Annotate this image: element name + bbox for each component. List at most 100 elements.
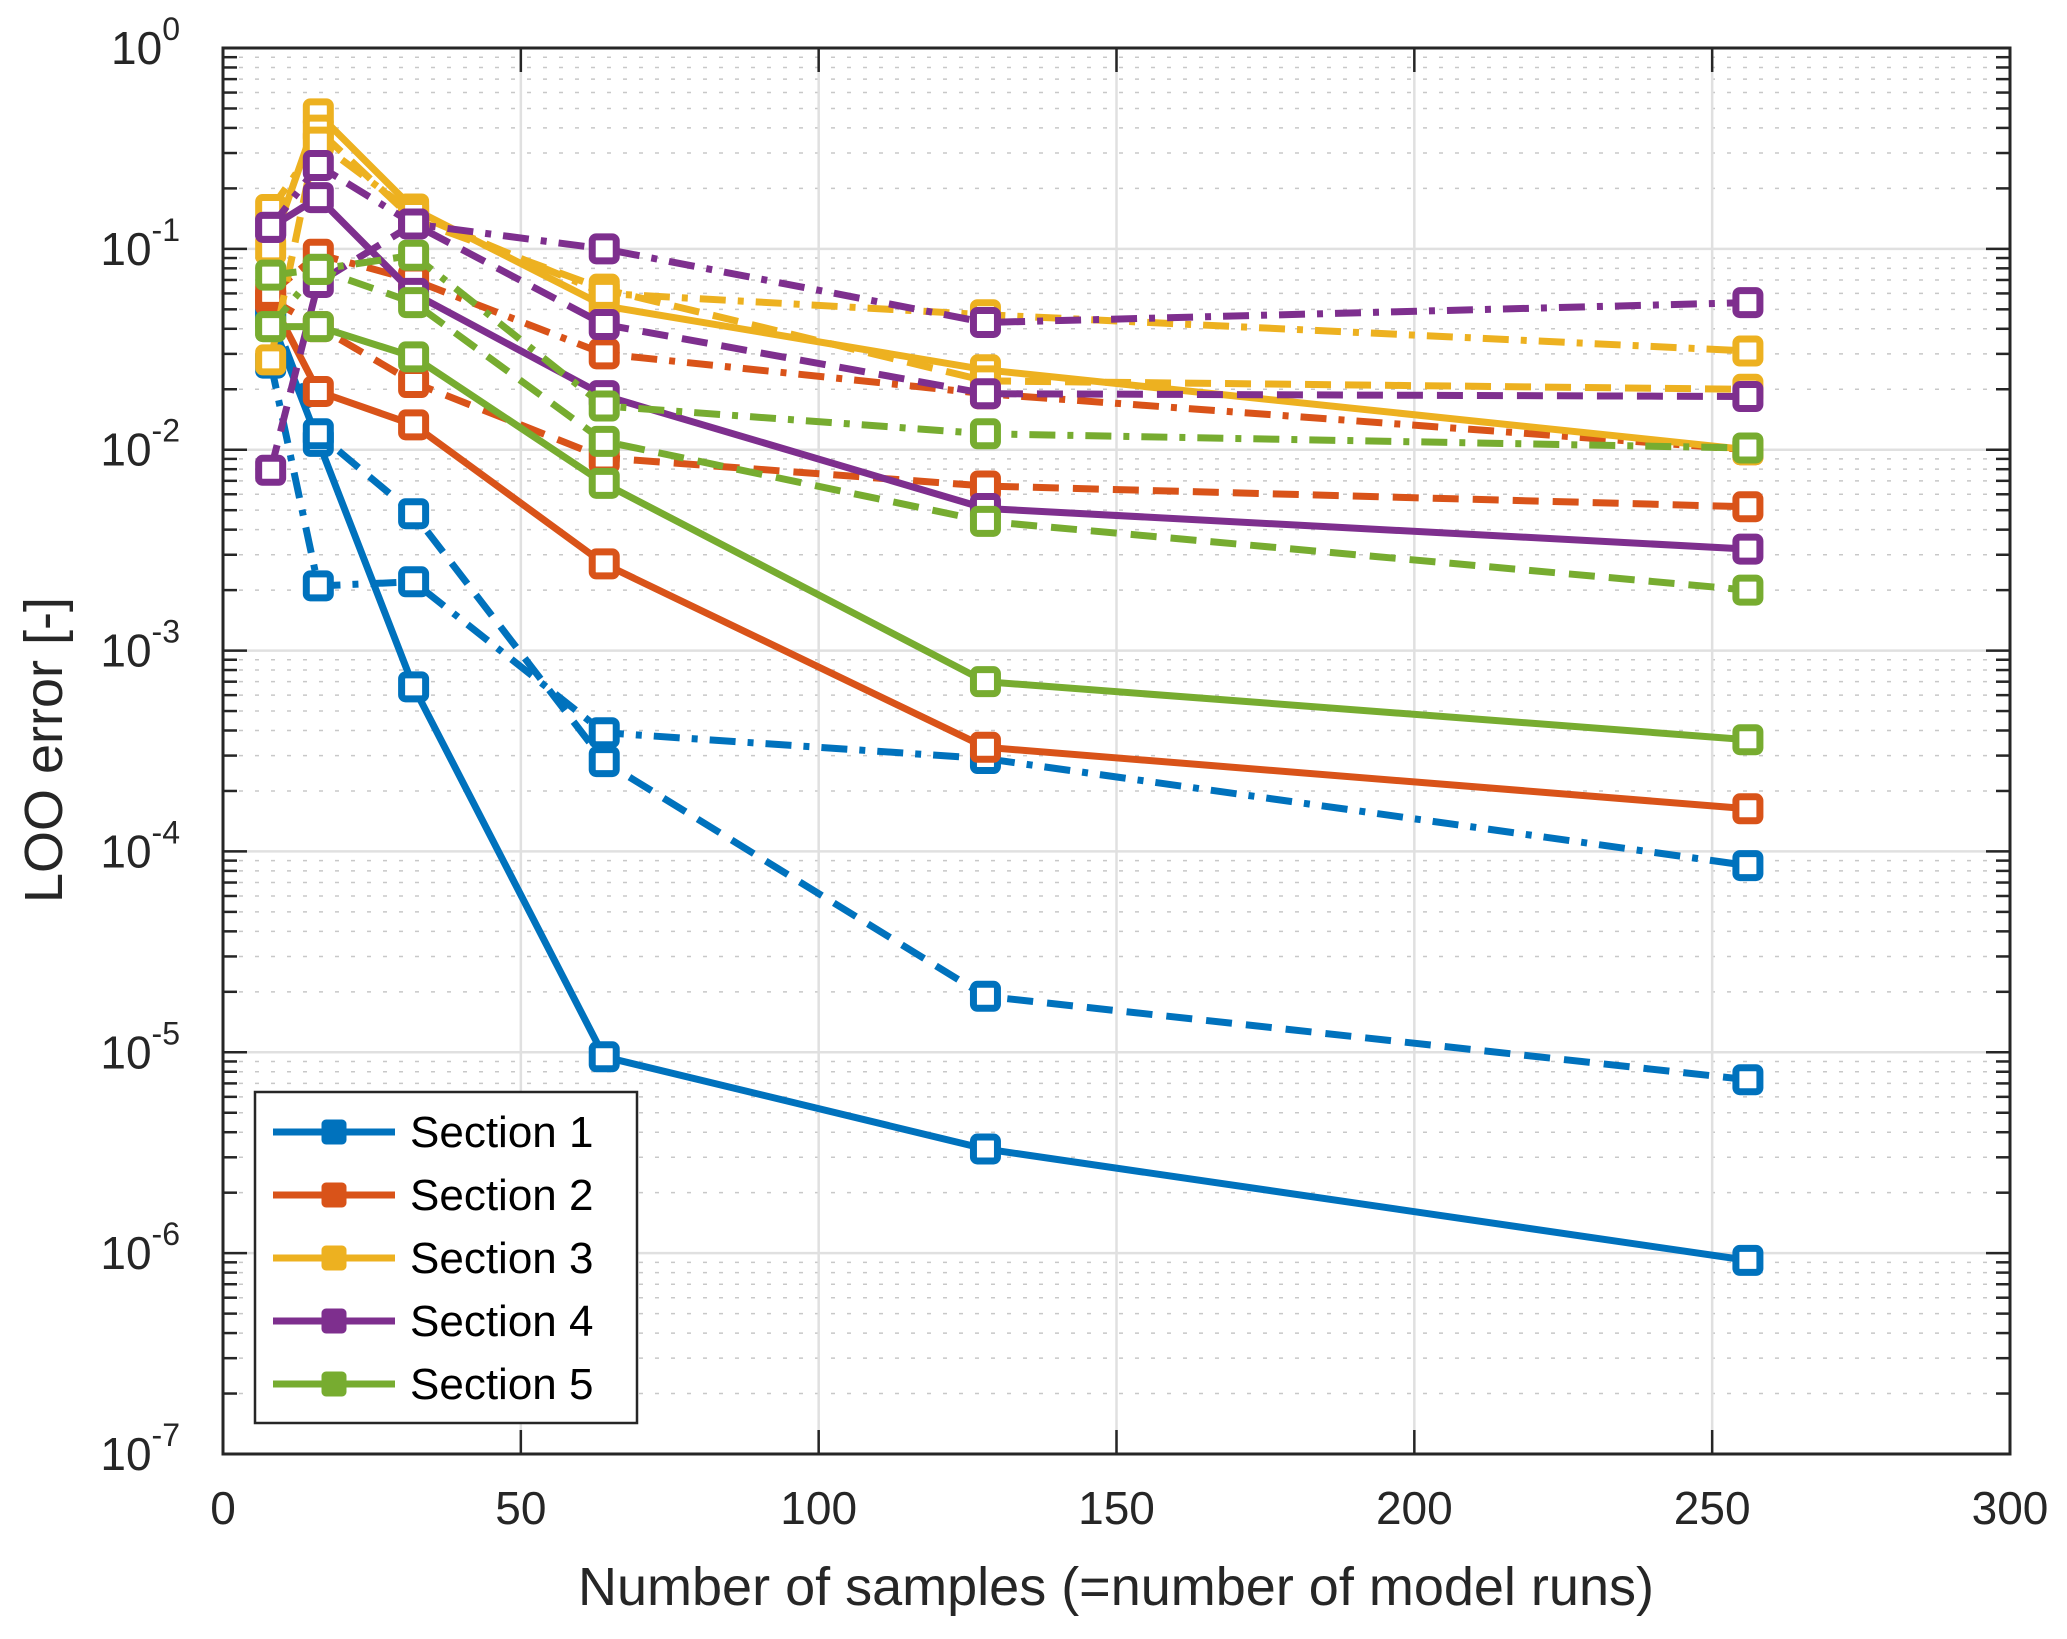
x-tick-label: 0 [210,1482,236,1534]
data-point-marker [969,306,1001,338]
data-point-marker [398,566,430,598]
series-line [267,110,1749,454]
legend-label: Section 4 [410,1297,593,1346]
data-point-marker [398,409,430,441]
series-layer [255,98,1764,1276]
data-point-marker [969,1133,1001,1165]
data-point-marker [1732,1064,1764,1096]
data-point-marker [302,182,334,214]
data-point-marker [1732,432,1764,464]
data-point-marker [588,309,620,341]
data-point-marker [255,259,287,291]
data-point-marker [1732,287,1764,319]
y-tick-labels: 100 10-1 10-2 10-3 10-4 10-5 10-6 10-7 [100,11,180,1480]
x-tick-label: 50 [495,1482,546,1534]
series-line [268,251,1748,452]
x-tick-label: 300 [1972,1482,2049,1534]
legend-label: Section 2 [410,1171,593,1220]
data-point-marker [302,311,334,343]
y-tick-label: 10-4 [100,814,180,877]
data-point-marker [398,671,430,703]
data-point-marker [398,498,430,530]
x-axis-title: Number of samples (=number of model runs… [578,1557,1654,1617]
data-point-marker [302,570,334,602]
x-tick-label: 250 [1674,1482,1751,1534]
data-point-marker [398,208,430,240]
x-tick-label: 200 [1376,1482,1453,1534]
y-tick-label: 10-3 [100,614,180,677]
data-point-marker [255,311,287,343]
legend-item: Section 3 [273,1234,593,1283]
data-point-marker [302,253,334,285]
axes [221,46,2012,1456]
data-point-marker [588,425,620,457]
legend-marker-swatch [321,1119,347,1145]
x-tick-labels: 0 50 100 150 200 250 300 [210,1482,2048,1534]
data-point-marker [1732,533,1764,565]
data-point-marker [588,233,620,265]
series-section-5-dashdot [255,239,1764,464]
series-line [268,296,1748,511]
data-point-marker [588,548,620,580]
legend-marker-swatch [321,1308,347,1334]
legend-label: Section 3 [410,1234,593,1283]
series-line [267,362,1749,870]
data-point-marker [969,980,1001,1012]
x-tick-label: 100 [780,1482,857,1534]
data-point-marker [969,378,1001,410]
data-point-marker [969,666,1001,698]
series-section-4-dashdot [255,150,1764,338]
data-point-marker [588,746,620,778]
data-point-marker [398,287,430,319]
data-point-marker [969,418,1001,450]
legend-marker-swatch [321,1245,347,1271]
y-tick-label: 10-5 [100,1015,180,1078]
y-tick-label: 10-7 [100,1417,180,1480]
data-point-marker [588,277,620,309]
series-line [267,308,1749,1084]
y-tick-label: 10-2 [100,413,180,476]
data-point-marker [398,367,430,399]
data-point-marker [255,344,287,376]
data-point-marker [302,375,334,407]
data-point-marker [969,505,1001,537]
data-point-marker [1732,850,1764,882]
y-tick-label: 10-6 [100,1216,180,1279]
legend: Section 1 Section 2 Section 3 Section 4 Sect… [253,1090,639,1425]
data-point-marker [302,418,334,450]
data-point-marker [1732,1244,1764,1276]
legend-item: Section 5 [273,1360,593,1409]
data-point-marker [398,239,430,271]
data-point-marker [588,717,620,749]
legend-item: Section 2 [273,1171,593,1220]
data-point-marker [1732,381,1764,413]
legend-label: Section 1 [410,1108,593,1157]
data-point-marker [588,338,620,370]
legend-label: Section 5 [410,1360,593,1409]
y-tick-label: 100 [111,11,180,74]
data-point-marker [588,467,620,499]
data-point-marker [302,150,334,182]
data-point-marker [969,731,1001,763]
series-line [268,250,1749,454]
data-point-marker [1732,724,1764,756]
data-point-marker [255,454,287,486]
data-point-marker [588,1041,620,1073]
data-point-marker [1732,574,1764,606]
series-section-5-dashed [255,253,1764,606]
series-section-3-solid [255,98,1764,466]
data-point-marker [1732,793,1764,825]
data-point-marker [588,390,620,422]
plot-box [221,46,2012,1456]
legend-marker-swatch [321,1371,347,1397]
legend-item: Section 1 [273,1108,593,1157]
data-point-marker [1732,335,1764,367]
legend-marker-swatch [321,1182,347,1208]
y-tick-label: 10-1 [100,212,180,275]
y-axis-title: LOO error [-] [14,597,74,903]
data-point-marker [255,211,287,243]
data-point-marker [1732,491,1764,523]
legend-item: Section 4 [273,1297,593,1346]
series-line [267,126,1748,393]
